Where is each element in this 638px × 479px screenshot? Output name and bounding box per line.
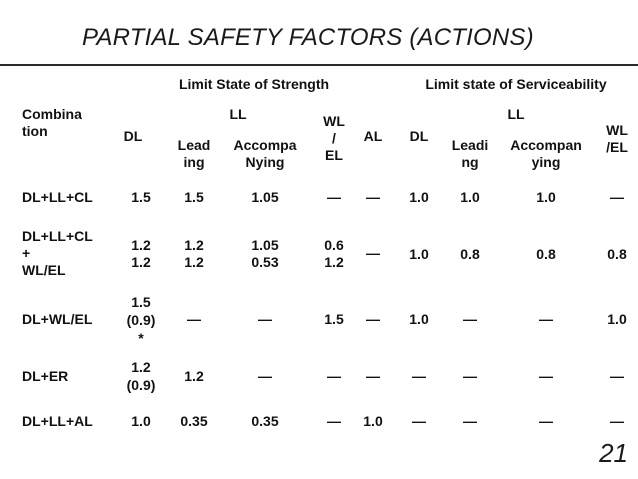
cell-accompanying-service: — — [539, 311, 553, 327]
col-header-ll-strength: LL — [229, 106, 247, 122]
col-header-wl-el-service: WL /EL — [606, 122, 628, 155]
cell-combination: DL+LL+AL — [22, 413, 93, 429]
cell-dl-service: 1.0 — [409, 189, 429, 205]
cell-accompanying-service: — — [539, 413, 553, 429]
cell-wl-el: — — [327, 413, 341, 429]
col-header-ll-service: LL — [507, 106, 525, 122]
cell-leading: 1.2 — [184, 368, 204, 384]
cell-accompanying: — — [258, 311, 272, 327]
cell-combination: DL+WL/EL — [22, 311, 93, 327]
cell-dl: 1.5 — [131, 189, 151, 205]
cell-dl-service: 1.0 — [409, 246, 429, 262]
cell-dl: 1.5 (0.9) * — [126, 294, 156, 346]
cell-leading: 1.2 1.2 — [184, 237, 204, 270]
cell-wl-el: 1.5 — [324, 311, 344, 327]
cell-dl-service: 1.0 — [409, 311, 429, 327]
cell-al: — — [366, 311, 380, 327]
cell-accompanying: — — [258, 368, 272, 384]
cell-dl: 1.2 1.2 — [131, 237, 151, 270]
cell-dl: 1.0 — [131, 413, 151, 429]
cell-wl-el-service: 0.8 — [607, 246, 627, 262]
cell-leading-service: — — [463, 368, 477, 384]
col-header-leading-service: Leadi ng — [451, 137, 489, 170]
col-header-combination: Combina tion — [22, 106, 82, 139]
cell-wl-el: — — [327, 368, 341, 384]
group-header-strength: Limit State of Strength — [178, 76, 330, 92]
page-number: 21 — [599, 438, 628, 468]
cell-combination: DL+ER — [22, 368, 69, 384]
cell-leading: 1.5 — [184, 189, 204, 205]
cell-accompanying-service: 0.8 — [536, 246, 556, 262]
cell-accompanying-service: 1.0 — [536, 189, 556, 205]
col-header-leading: Lead ing — [177, 137, 211, 170]
cell-leading-service: — — [463, 413, 477, 429]
cell-wl-el: — — [327, 189, 341, 205]
cell-al: — — [366, 245, 380, 261]
cell-accompanying-service: — — [539, 368, 553, 384]
cell-wl-el-service: — — [610, 413, 624, 429]
cell-accompanying: 0.35 — [251, 413, 279, 429]
col-header-accompanying: Accompa Nying — [233, 137, 297, 170]
cell-wl-el-service: — — [610, 368, 624, 384]
cell-dl-service: — — [412, 368, 426, 384]
cell-leading: — — [187, 311, 201, 327]
cell-wl-el-service: — — [610, 189, 624, 205]
cell-wl-el: 0.6 1.2 — [324, 237, 344, 270]
col-header-wl-el: WL / EL — [323, 113, 345, 163]
cell-wl-el-service: 1.0 — [607, 311, 627, 327]
cell-dl-service: — — [412, 413, 426, 429]
col-header-accompanying-service: Accompan ying — [510, 137, 582, 170]
group-header-serviceability: Limit state of Serviceability — [425, 76, 607, 92]
cell-leading-service: — — [463, 311, 477, 327]
cell-al: 1.0 — [363, 413, 383, 429]
cell-accompanying: 1.05 0.53 — [251, 237, 279, 270]
cell-leading-service: 0.8 — [460, 246, 480, 262]
cell-leading-service: 1.0 — [460, 189, 480, 205]
cell-combination: DL+LL+CL + WL/EL — [22, 228, 93, 278]
col-header-dl-service: DL — [409, 128, 429, 144]
cell-leading: 0.35 — [180, 413, 208, 429]
cell-al: — — [366, 368, 380, 384]
col-header-dl: DL — [123, 128, 143, 144]
cell-combination: DL+LL+CL — [22, 189, 93, 205]
cell-al: — — [366, 189, 380, 205]
col-header-al: AL — [363, 128, 383, 144]
title-rule — [0, 64, 638, 66]
cell-accompanying: 1.05 — [251, 189, 279, 205]
cell-dl: 1.2 (0.9) — [126, 359, 156, 393]
slide-title: PARTIAL SAFETY FACTORS (ACTIONS) — [82, 24, 534, 51]
